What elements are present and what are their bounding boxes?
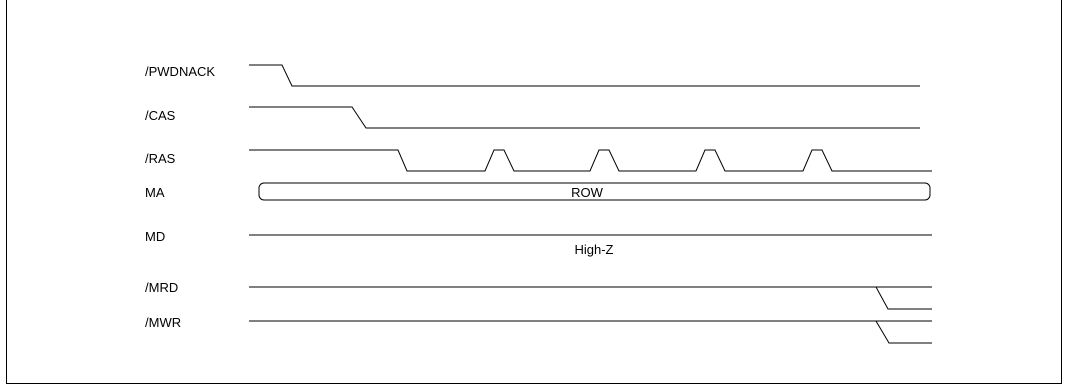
bus-ma-value: ROW — [571, 185, 604, 200]
md-state-label: High-Z — [574, 242, 613, 257]
diagram-frame — [6, 0, 1062, 384]
waveform-pwdnack — [249, 64, 920, 87]
label-ma: MA — [145, 185, 165, 200]
label-mwr: /MWR — [145, 315, 181, 330]
waveform-mwr — [249, 320, 932, 344]
waveform-mrd — [249, 286, 932, 310]
label-pwdnack: /PWDNACK — [145, 64, 215, 79]
bus-ma — [258, 182, 931, 201]
label-cas: /CAS — [145, 108, 176, 123]
label-md: MD — [145, 229, 165, 244]
label-mrd: /MRD — [145, 280, 178, 295]
waveform-cas — [249, 106, 920, 129]
label-ras: /RAS — [145, 151, 176, 166]
waveform-ras — [249, 149, 932, 172]
